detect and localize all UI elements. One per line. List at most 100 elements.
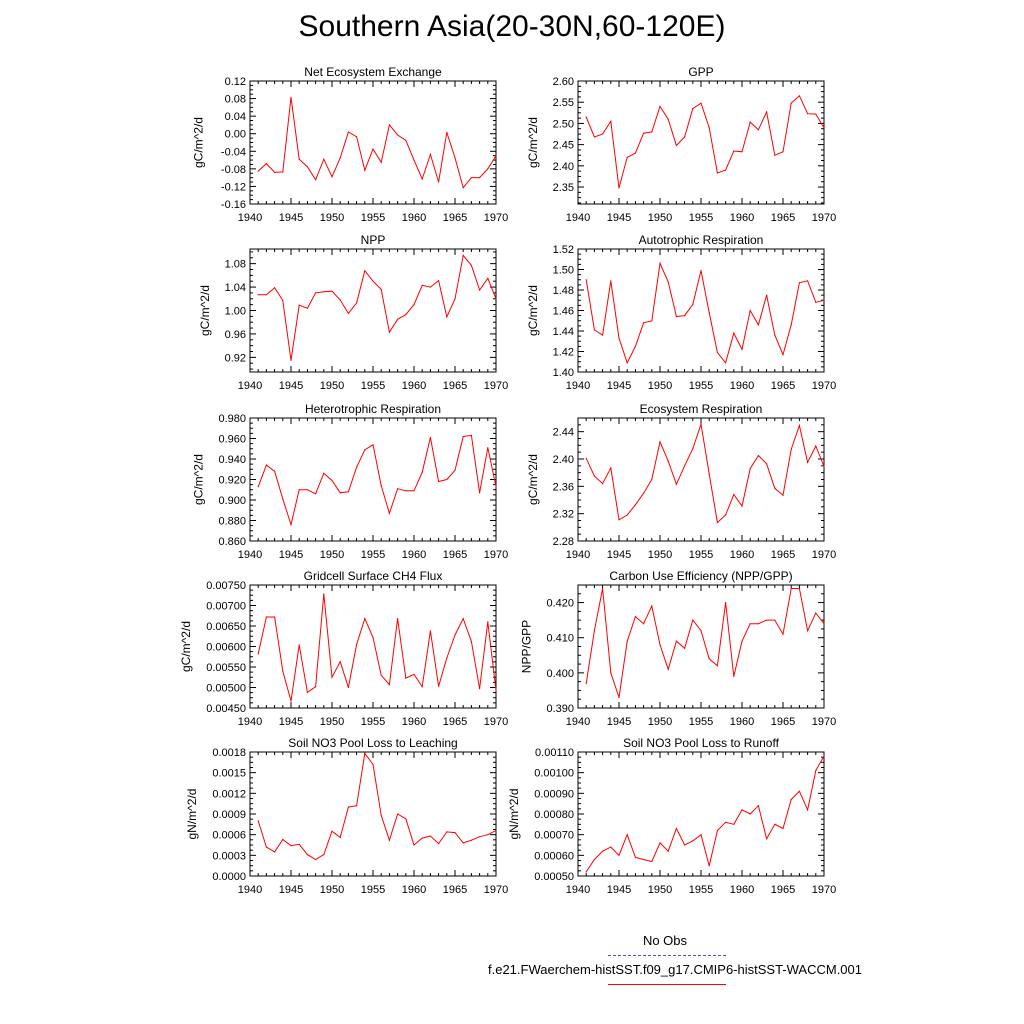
x-tick-label: 1945 <box>607 380 631 392</box>
chart-panel-9: 1940 1945 1950 1955 1960 1965 1970 0.0000 0.0003… <box>185 736 508 896</box>
x-tick-label: 1940 <box>238 549 262 561</box>
data-point <box>618 337 620 339</box>
data-point <box>716 829 719 832</box>
data-point <box>675 640 678 642</box>
data-point <box>364 752 366 755</box>
data-point <box>675 827 678 830</box>
y-tick-label: 0.00650 <box>206 621 246 633</box>
data-point <box>405 314 407 316</box>
data-point <box>766 294 768 296</box>
data-point <box>798 587 801 590</box>
data-point <box>659 105 661 107</box>
data-point <box>487 834 489 836</box>
data-point <box>798 282 801 284</box>
x-tick-label: 1965 <box>771 549 795 561</box>
y-tick-label: 0.940 <box>218 454 246 466</box>
y-tick-label: 0.0018 <box>212 747 246 759</box>
y-tick-label: 2.36 <box>553 481 574 493</box>
y-tick-label: 0.00700 <box>206 601 246 613</box>
y-axis-label: gC/m^2/d <box>198 285 212 336</box>
data-point <box>692 303 694 305</box>
data-point <box>733 493 735 496</box>
legend-obs-swatch <box>608 955 726 956</box>
y-tick-label: 0.00600 <box>206 642 246 654</box>
data-point <box>643 132 645 134</box>
data-point <box>274 287 276 289</box>
data-point <box>659 644 661 646</box>
series-line <box>585 588 825 698</box>
x-tick-label: 1955 <box>689 716 713 728</box>
y-axis-label: gC/m^2/d <box>179 621 193 672</box>
data-point <box>413 159 415 161</box>
data-point <box>479 492 481 494</box>
y-tick-label: 0.96 <box>225 329 246 341</box>
data-point <box>397 813 399 815</box>
data-point <box>716 521 719 524</box>
data-point <box>790 798 792 801</box>
data-point <box>356 136 358 138</box>
data-point <box>585 682 587 685</box>
x-tick-label: 1965 <box>771 716 795 728</box>
x-tick-label: 1950 <box>320 884 344 896</box>
x-tick-label: 1950 <box>320 212 344 224</box>
x-tick-label: 1950 <box>648 212 672 224</box>
data-point <box>823 127 825 129</box>
data-point <box>725 514 727 516</box>
x-tick-label: 1950 <box>648 549 672 561</box>
data-point <box>741 348 743 350</box>
data-point <box>306 307 308 309</box>
legend-run-swatch <box>608 984 726 985</box>
data-point <box>626 156 628 158</box>
data-point <box>634 856 637 859</box>
y-tick-label: 2.50 <box>553 118 574 130</box>
data-point <box>610 672 612 674</box>
data-point <box>602 483 604 485</box>
data-point <box>298 843 300 845</box>
data-point <box>749 623 751 625</box>
y-tick-label: 1.42 <box>553 347 574 359</box>
data-point <box>380 485 382 487</box>
data-point <box>626 514 628 516</box>
data-point <box>405 677 407 679</box>
data-point <box>651 860 653 863</box>
data-point <box>716 172 719 174</box>
data-point <box>323 158 325 160</box>
y-tick-label: 2.35 <box>553 182 574 194</box>
data-point <box>446 131 448 133</box>
data-point <box>331 676 333 678</box>
series-line <box>258 254 497 361</box>
data-point <box>700 423 702 425</box>
data-point <box>462 187 464 189</box>
data-point <box>438 685 440 687</box>
data-point <box>290 700 292 702</box>
data-point <box>290 96 292 98</box>
x-tick-label: 1960 <box>402 212 426 224</box>
data-point <box>315 686 317 688</box>
data-point <box>823 623 825 625</box>
y-tick-label: 2.32 <box>553 509 574 521</box>
data-point <box>667 668 669 670</box>
data-point <box>700 102 702 104</box>
data-point <box>708 473 710 475</box>
data-point <box>610 467 612 469</box>
data-point <box>692 840 694 842</box>
data-point <box>823 755 825 757</box>
chart-panel-8: 1940 1945 1950 1955 1960 1965 1970 0.390 0.400 0.… <box>520 569 837 728</box>
y-tick-label: 0.400 <box>546 668 574 680</box>
data-point <box>782 494 784 496</box>
data-point <box>684 315 686 317</box>
data-point <box>282 498 284 500</box>
data-point <box>815 445 817 447</box>
data-point <box>298 304 300 306</box>
data-point <box>790 448 792 450</box>
x-tick-label: 1945 <box>279 549 303 561</box>
data-point <box>700 834 702 836</box>
data-point <box>274 171 276 173</box>
y-tick-label: 0.390 <box>546 703 574 715</box>
y-axis-label: gC/m^2/d <box>192 454 206 505</box>
data-point <box>380 814 382 817</box>
data-point <box>257 170 259 172</box>
data-point <box>741 505 743 507</box>
data-point <box>766 619 768 621</box>
data-point <box>438 480 440 483</box>
